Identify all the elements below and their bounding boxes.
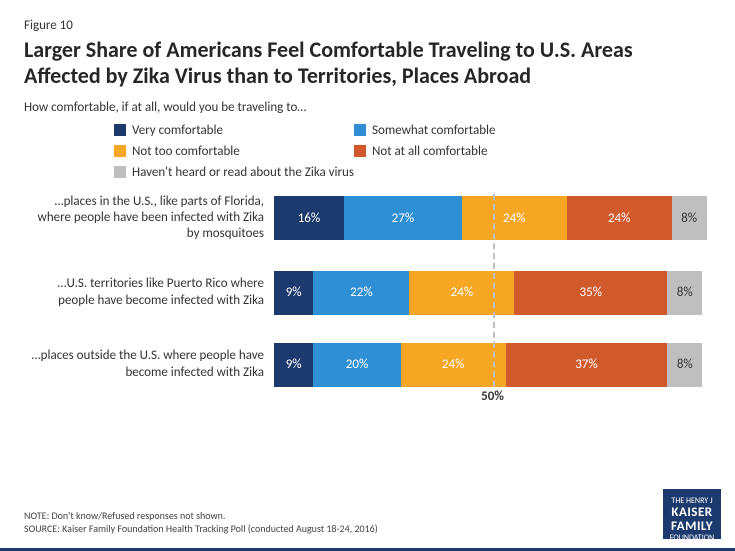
legend-swatch	[114, 145, 126, 157]
bar-segment: 9%	[274, 271, 313, 315]
legend-swatch	[354, 124, 366, 136]
source-text: SOURCE: Kaiser Family Foundation Health …	[24, 522, 378, 535]
row-label: …places in the U.S., like parts of Flori…	[24, 194, 274, 243]
legend-swatch	[114, 124, 126, 136]
bar-row: …places in the U.S., like parts of Flori…	[24, 194, 711, 243]
legend: Very comfortable Somewhat comfortable Not …	[114, 123, 711, 180]
legend-item: Not too comfortable	[114, 144, 314, 159]
row-label: …U.S. territories like Puerto Rico where…	[24, 276, 274, 309]
bar-segment: 22%	[313, 271, 409, 315]
bar-segment: 35%	[514, 271, 667, 315]
bar-segment: 24%	[567, 196, 672, 240]
reference-line	[493, 194, 495, 387]
legend-item: Somewhat comfortable	[354, 123, 554, 138]
chart-title: Larger Share of Americans Feel Comfortab…	[24, 37, 711, 90]
legend-swatch	[114, 166, 126, 178]
bar-segment: 24%	[401, 343, 506, 387]
legend-label: Very comfortable	[132, 123, 223, 138]
bar-segment: 9%	[274, 343, 313, 387]
reference-line-label: 50%	[481, 389, 504, 404]
logo-line4: FOUNDATION	[663, 534, 721, 543]
bar-segment: 20%	[313, 343, 400, 387]
logo-line3: FAMILY	[663, 520, 721, 534]
bar-row: …U.S. territories like Puerto Rico where…	[24, 271, 711, 315]
logo-line2: KAISER	[663, 506, 721, 520]
bar-segment: 37%	[506, 343, 668, 387]
bar-segment: 27%	[344, 196, 462, 240]
bar-segment: 24%	[462, 196, 567, 240]
footer-notes: NOTE: Don't know/Refused responses not s…	[24, 509, 378, 535]
chart-subtitle: How comfortable, if at all, would you be…	[24, 100, 711, 115]
legend-label: Not too comfortable	[132, 144, 240, 159]
legend-item: Very comfortable	[114, 123, 314, 138]
bar-segment: 8%	[667, 271, 702, 315]
bar-segment: 8%	[667, 343, 702, 387]
row-label: …places outside the U.S. where people ha…	[24, 348, 274, 381]
bar-segment: 24%	[409, 271, 514, 315]
figure-number: Figure 10	[24, 18, 711, 33]
bar-row: …places outside the U.S. where people ha…	[24, 343, 711, 387]
legend-label: Not at all comfortable	[372, 144, 487, 159]
legend-item: Not at all comfortable	[354, 144, 554, 159]
note-text: NOTE: Don't know/Refused responses not s…	[24, 509, 378, 522]
bar-segment: 16%	[274, 196, 344, 240]
kaiser-logo: THE HENRY J KAISER FAMILY FOUNDATION	[663, 489, 721, 539]
bar-segment: 8%	[672, 196, 707, 240]
legend-item: Haven't heard or read about the Zika vir…	[114, 165, 354, 180]
legend-swatch	[354, 145, 366, 157]
legend-label: Haven't heard or read about the Zika vir…	[132, 165, 354, 180]
legend-label: Somewhat comfortable	[372, 123, 495, 138]
stacked-bar-chart: …places in the U.S., like parts of Flori…	[24, 194, 711, 387]
